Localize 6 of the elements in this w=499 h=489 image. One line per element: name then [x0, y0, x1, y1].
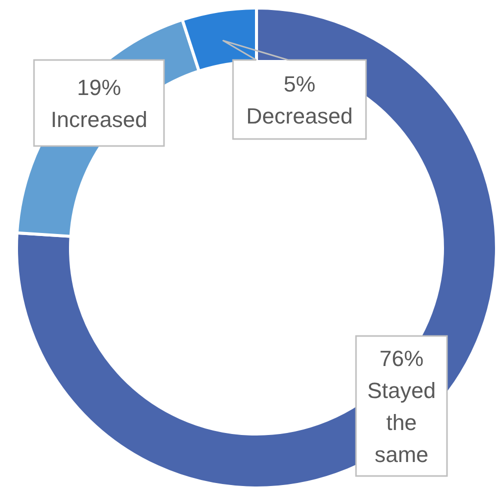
data-label: 76%: [379, 346, 424, 371]
data-label: 5%: [284, 71, 316, 96]
slice-label: Increased: [50, 106, 148, 132]
data-label: 19%: [76, 74, 122, 100]
slice-label: Stayed the same: [367, 378, 436, 467]
slice-label: Decreased: [246, 103, 353, 128]
